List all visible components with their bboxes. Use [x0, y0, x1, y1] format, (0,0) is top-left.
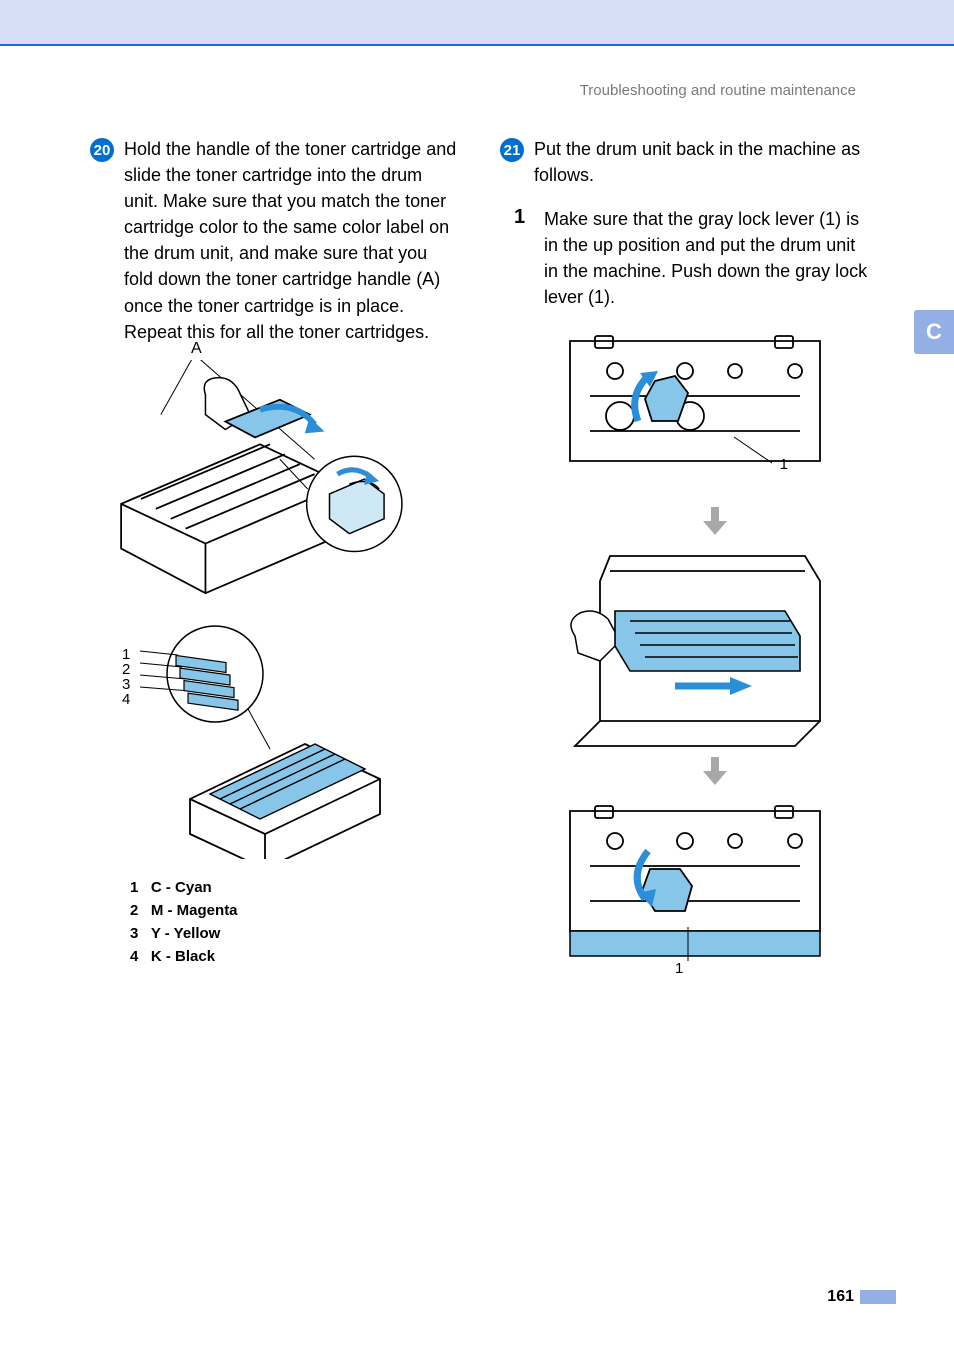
legend-label: Y - Yellow: [151, 925, 220, 942]
legend-row: 4 K - Black: [130, 948, 460, 965]
callout-1-top: 1: [780, 456, 788, 473]
color-legend: 1 C - Cyan 2 M - Magenta 3 Y - Yellow 4 …: [130, 879, 460, 965]
step-21: 21 Put the drum unit back in the machine…: [500, 136, 870, 188]
callout-1-bottom: 1: [675, 960, 683, 977]
callout-line: [684, 927, 704, 961]
page-mark: [860, 1290, 896, 1304]
substep-1: 1 Make sure that the gray lock lever (1)…: [514, 206, 870, 310]
diagram-lock-up: [560, 321, 830, 501]
top-bar: [0, 0, 954, 46]
right-column: 21 Put the drum unit back in the machine…: [500, 136, 870, 971]
figure-color-slots: 1 2 3 4: [130, 619, 390, 859]
left-column: 20 Hold the handle of the toner cartridg…: [90, 136, 460, 971]
legend-row: 1 C - Cyan: [130, 879, 460, 896]
panel-insert-drum: [560, 541, 830, 751]
legend-label: C - Cyan: [151, 879, 212, 896]
panel-lock-down: 1: [560, 791, 830, 971]
substep-num: 1: [514, 206, 544, 310]
callout-line: [732, 435, 772, 465]
diagram-insert-drum: [560, 541, 830, 751]
page-number: 161: [827, 1288, 854, 1306]
diagram-toner-insert: [111, 360, 419, 618]
step-20-text: Hold the handle of the toner cartridge a…: [124, 136, 460, 345]
legend-label: K - Black: [151, 948, 215, 965]
legend-n: 3: [130, 925, 138, 942]
legend-n: 2: [130, 902, 138, 919]
slot-labels: 1 2 3 4: [122, 647, 130, 707]
diagram-color-slots: [130, 619, 390, 859]
arrow-down-icon: [703, 757, 727, 785]
label-a: A: [191, 340, 202, 358]
step-badge-21: 21: [500, 138, 524, 162]
arrow-down-icon: [703, 507, 727, 535]
slot-label-4: 4: [122, 691, 130, 708]
panel-lock-up: 1: [560, 321, 830, 501]
step-21-text: Put the drum unit back in the machine as…: [534, 136, 870, 188]
figure-toner-insert: A: [110, 359, 420, 619]
legend-label: M - Magenta: [151, 902, 238, 919]
legend-n: 1: [130, 879, 138, 896]
legend-row: 2 M - Magenta: [130, 902, 460, 919]
figure-sequence: 1: [560, 321, 870, 971]
step-badge-20: 20: [90, 138, 114, 162]
section-header: Troubleshooting and routine maintenance: [580, 82, 856, 99]
legend-row: 3 Y - Yellow: [130, 925, 460, 942]
substep-text: Make sure that the gray lock lever (1) i…: [544, 206, 870, 310]
chapter-tab: C: [914, 310, 954, 354]
step-20: 20 Hold the handle of the toner cartridg…: [90, 136, 460, 345]
legend-n: 4: [130, 948, 138, 965]
content-area: 20 Hold the handle of the toner cartridg…: [90, 136, 880, 971]
